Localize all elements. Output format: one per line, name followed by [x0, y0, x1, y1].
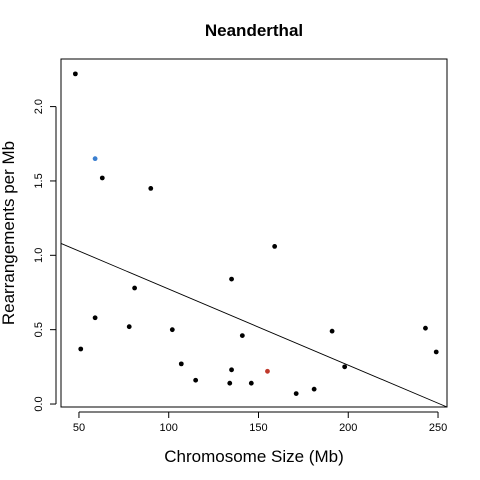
- data-point: [433, 349, 439, 355]
- data-point: [126, 324, 132, 330]
- x-tick-label: 200: [339, 422, 357, 434]
- data-point: [229, 367, 234, 373]
- data-point: [329, 328, 335, 334]
- data-point: [227, 380, 233, 386]
- data-point: [248, 380, 254, 386]
- y-tick-label: 0.5: [33, 322, 45, 337]
- y-axis-label: Rearrangements per Mb: [0, 141, 18, 325]
- data-point: [265, 368, 270, 374]
- x-tick-label: 150: [249, 422, 267, 434]
- y-axis: 0.0 0.5 1.0 1.5 2.0: [33, 99, 57, 412]
- data-point: [148, 185, 154, 191]
- data-point: [311, 386, 317, 392]
- data-point: [78, 346, 84, 352]
- x-tick-label: 50: [73, 422, 85, 434]
- data-point: [342, 364, 348, 370]
- data-point: [132, 285, 138, 291]
- data-point: [272, 243, 278, 249]
- x-axis-label: Chromosome Size (Mb): [164, 447, 344, 466]
- points-layer: [72, 71, 439, 397]
- data-point: [229, 276, 234, 282]
- chart-title: Neanderthal: [205, 21, 303, 40]
- data-point: [423, 325, 428, 331]
- y-tick-label: 1.0: [33, 248, 45, 263]
- y-tick-label: 2.0: [33, 99, 45, 114]
- data-point: [169, 327, 175, 333]
- data-point: [178, 361, 184, 367]
- regression-line: [60, 242, 448, 408]
- plot-frame: [60, 58, 448, 408]
- y-tick-label: 1.5: [33, 173, 45, 188]
- x-axis: 50 100 150 200 250: [73, 411, 447, 434]
- x-tick-label: 250: [429, 422, 447, 434]
- data-point: [92, 315, 98, 321]
- y-tick-label: 0.0: [33, 396, 45, 411]
- regression-line-layer: [60, 242, 448, 408]
- data-point: [92, 156, 98, 162]
- x-tick-label: 100: [160, 422, 178, 434]
- data-point: [99, 175, 105, 181]
- data-point: [239, 333, 245, 339]
- data-point: [193, 377, 199, 383]
- data-point: [293, 391, 299, 397]
- data-point: [72, 71, 78, 77]
